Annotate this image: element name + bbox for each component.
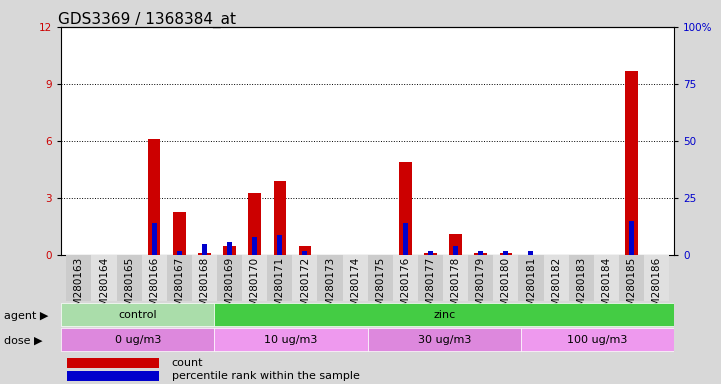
Text: GSM280164: GSM280164 <box>99 257 109 320</box>
Text: GSM280170: GSM280170 <box>249 257 260 320</box>
Bar <box>177 251 182 255</box>
Bar <box>449 234 462 255</box>
Text: control: control <box>118 310 157 320</box>
Text: GSM280167: GSM280167 <box>174 257 185 320</box>
FancyBboxPatch shape <box>644 255 669 301</box>
Text: GSM280165: GSM280165 <box>124 257 134 320</box>
Bar <box>278 235 283 255</box>
Text: GSM280182: GSM280182 <box>551 257 561 320</box>
FancyBboxPatch shape <box>92 255 117 301</box>
Bar <box>424 253 437 255</box>
Bar <box>202 244 207 255</box>
Text: count: count <box>172 358 203 368</box>
Text: GSM280174: GSM280174 <box>350 257 360 320</box>
FancyBboxPatch shape <box>368 255 393 301</box>
Text: GSM280180: GSM280180 <box>501 257 511 320</box>
FancyBboxPatch shape <box>317 255 342 301</box>
FancyBboxPatch shape <box>518 255 544 301</box>
Text: percentile rank within the sample: percentile rank within the sample <box>172 371 360 381</box>
Text: GSM280186: GSM280186 <box>652 257 662 320</box>
Bar <box>474 253 487 255</box>
Bar <box>625 71 637 255</box>
FancyBboxPatch shape <box>61 328 215 351</box>
FancyBboxPatch shape <box>167 255 192 301</box>
FancyBboxPatch shape <box>418 255 443 301</box>
Bar <box>298 246 311 255</box>
Bar <box>224 246 236 255</box>
Text: dose ▶: dose ▶ <box>4 336 42 346</box>
FancyBboxPatch shape <box>215 328 368 351</box>
Bar <box>249 192 261 255</box>
Text: GSM280166: GSM280166 <box>149 257 159 320</box>
Text: 0 ug/m3: 0 ug/m3 <box>115 334 161 345</box>
FancyBboxPatch shape <box>217 255 242 301</box>
FancyBboxPatch shape <box>117 255 141 301</box>
Bar <box>528 251 534 255</box>
Bar <box>428 251 433 255</box>
Text: 30 ug/m3: 30 ug/m3 <box>417 334 471 345</box>
Text: agent ▶: agent ▶ <box>4 311 48 321</box>
FancyBboxPatch shape <box>569 255 594 301</box>
Text: GSM280178: GSM280178 <box>451 257 461 320</box>
FancyBboxPatch shape <box>493 255 518 301</box>
Bar <box>399 162 412 255</box>
Text: GSM280176: GSM280176 <box>400 257 410 320</box>
Text: GSM280185: GSM280185 <box>627 257 637 320</box>
FancyBboxPatch shape <box>619 255 644 301</box>
Bar <box>151 223 156 255</box>
FancyBboxPatch shape <box>468 255 493 301</box>
Bar <box>173 212 185 255</box>
Text: GSM280172: GSM280172 <box>300 257 310 320</box>
FancyBboxPatch shape <box>61 303 215 326</box>
FancyBboxPatch shape <box>342 255 368 301</box>
FancyBboxPatch shape <box>393 255 418 301</box>
FancyBboxPatch shape <box>544 255 569 301</box>
Text: GSM280163: GSM280163 <box>74 257 84 320</box>
Bar <box>148 139 161 255</box>
Bar <box>252 237 257 255</box>
Text: 100 ug/m3: 100 ug/m3 <box>567 334 628 345</box>
Bar <box>453 246 458 255</box>
Bar <box>478 251 483 255</box>
Text: GSM280181: GSM280181 <box>526 257 536 320</box>
Text: 10 ug/m3: 10 ug/m3 <box>265 334 318 345</box>
Bar <box>403 223 408 255</box>
FancyBboxPatch shape <box>594 255 619 301</box>
FancyBboxPatch shape <box>267 255 292 301</box>
Text: GSM280179: GSM280179 <box>476 257 486 320</box>
FancyBboxPatch shape <box>368 328 521 351</box>
Text: GSM280173: GSM280173 <box>325 257 335 320</box>
Bar <box>503 251 508 255</box>
Bar <box>302 251 307 255</box>
Text: GSM280175: GSM280175 <box>375 257 385 320</box>
Text: GSM280168: GSM280168 <box>200 257 210 320</box>
FancyBboxPatch shape <box>242 255 267 301</box>
FancyBboxPatch shape <box>292 255 317 301</box>
Text: GSM280171: GSM280171 <box>275 257 285 320</box>
Bar <box>227 242 232 255</box>
FancyBboxPatch shape <box>66 255 92 301</box>
FancyBboxPatch shape <box>215 303 674 326</box>
Text: GSM280169: GSM280169 <box>224 257 234 320</box>
Text: GDS3369 / 1368384_at: GDS3369 / 1368384_at <box>58 12 236 28</box>
Bar <box>629 221 634 255</box>
Bar <box>198 253 211 255</box>
FancyBboxPatch shape <box>68 371 159 381</box>
Text: GSM280184: GSM280184 <box>601 257 611 320</box>
FancyBboxPatch shape <box>443 255 468 301</box>
Bar <box>273 181 286 255</box>
Text: GSM280177: GSM280177 <box>425 257 435 320</box>
FancyBboxPatch shape <box>68 358 159 368</box>
FancyBboxPatch shape <box>141 255 167 301</box>
Bar <box>500 253 512 255</box>
Text: zinc: zinc <box>433 310 456 320</box>
FancyBboxPatch shape <box>521 328 674 351</box>
FancyBboxPatch shape <box>192 255 217 301</box>
Text: GSM280183: GSM280183 <box>576 257 586 320</box>
